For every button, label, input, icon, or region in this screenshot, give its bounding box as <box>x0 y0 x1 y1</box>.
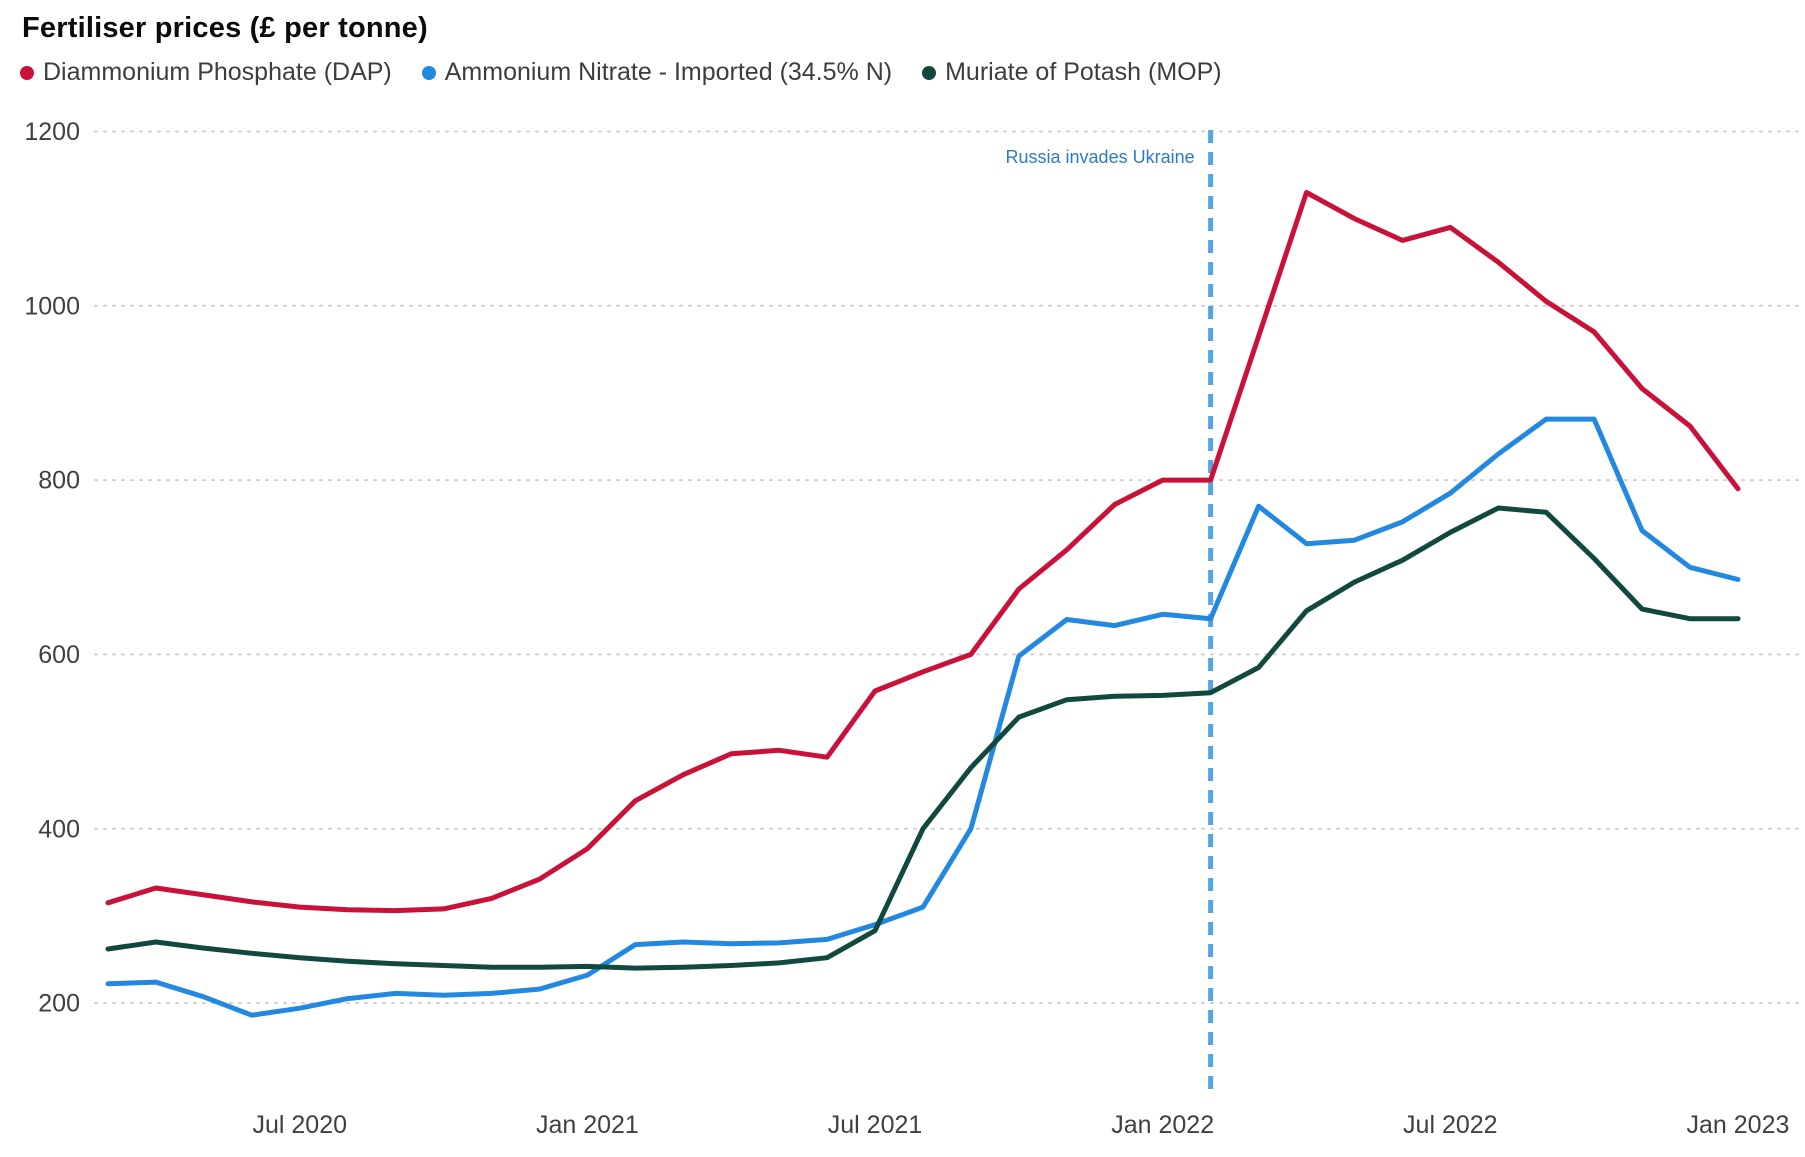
y-tick-label-1200: 1200 <box>24 118 80 146</box>
y-tick-label-800: 800 <box>38 467 80 495</box>
x-tick-label: Jul 2021 <box>828 1111 923 1139</box>
legend-label: Diammonium Phosphate (DAP) <box>43 58 392 86</box>
y-tick-label-400: 400 <box>38 815 80 843</box>
page-title: Fertiliser prices (£ per tonne) <box>22 12 428 44</box>
legend: Diammonium Phosphate (DAP) Ammonium Nitra… <box>20 58 1222 87</box>
mop-line[interactable] <box>105 505 1741 971</box>
legend-dot-icon <box>20 65 34 80</box>
ammonium-nitrate-line[interactable] <box>105 416 1741 1018</box>
x-tick-label: Jan 2021 <box>536 1111 639 1139</box>
event-annotation: Russia invades Ukraine <box>1006 147 1195 167</box>
dap-line[interactable] <box>105 190 1741 914</box>
legend-item-1[interactable]: Diammonium Phosphate (DAP) <box>20 58 392 87</box>
x-tick-label: Jan 2022 <box>1111 1111 1214 1139</box>
legend-dot-icon <box>421 65 436 80</box>
legend-dot-icon <box>922 65 937 80</box>
legend-label: Ammonium Nitrate - Imported (34.5% N) <box>444 58 893 86</box>
legend-item-3[interactable]: Muriate of Potash (MOP) <box>922 58 1222 87</box>
y-tick-label-200: 200 <box>38 990 80 1018</box>
x-tick-label: Jul 2020 <box>252 1111 347 1139</box>
y-tick-label-1000: 1000 <box>24 292 80 320</box>
x-tick-label: Jan 2023 <box>1687 1111 1790 1139</box>
y-tick-label-600: 600 <box>38 641 80 669</box>
legend-item-2[interactable]: Ammonium Nitrate - Imported (34.5% N) <box>421 58 893 87</box>
legend-label: Muriate of Potash (MOP) <box>945 58 1222 86</box>
x-tick-label: Jul 2022 <box>1403 1111 1498 1139</box>
